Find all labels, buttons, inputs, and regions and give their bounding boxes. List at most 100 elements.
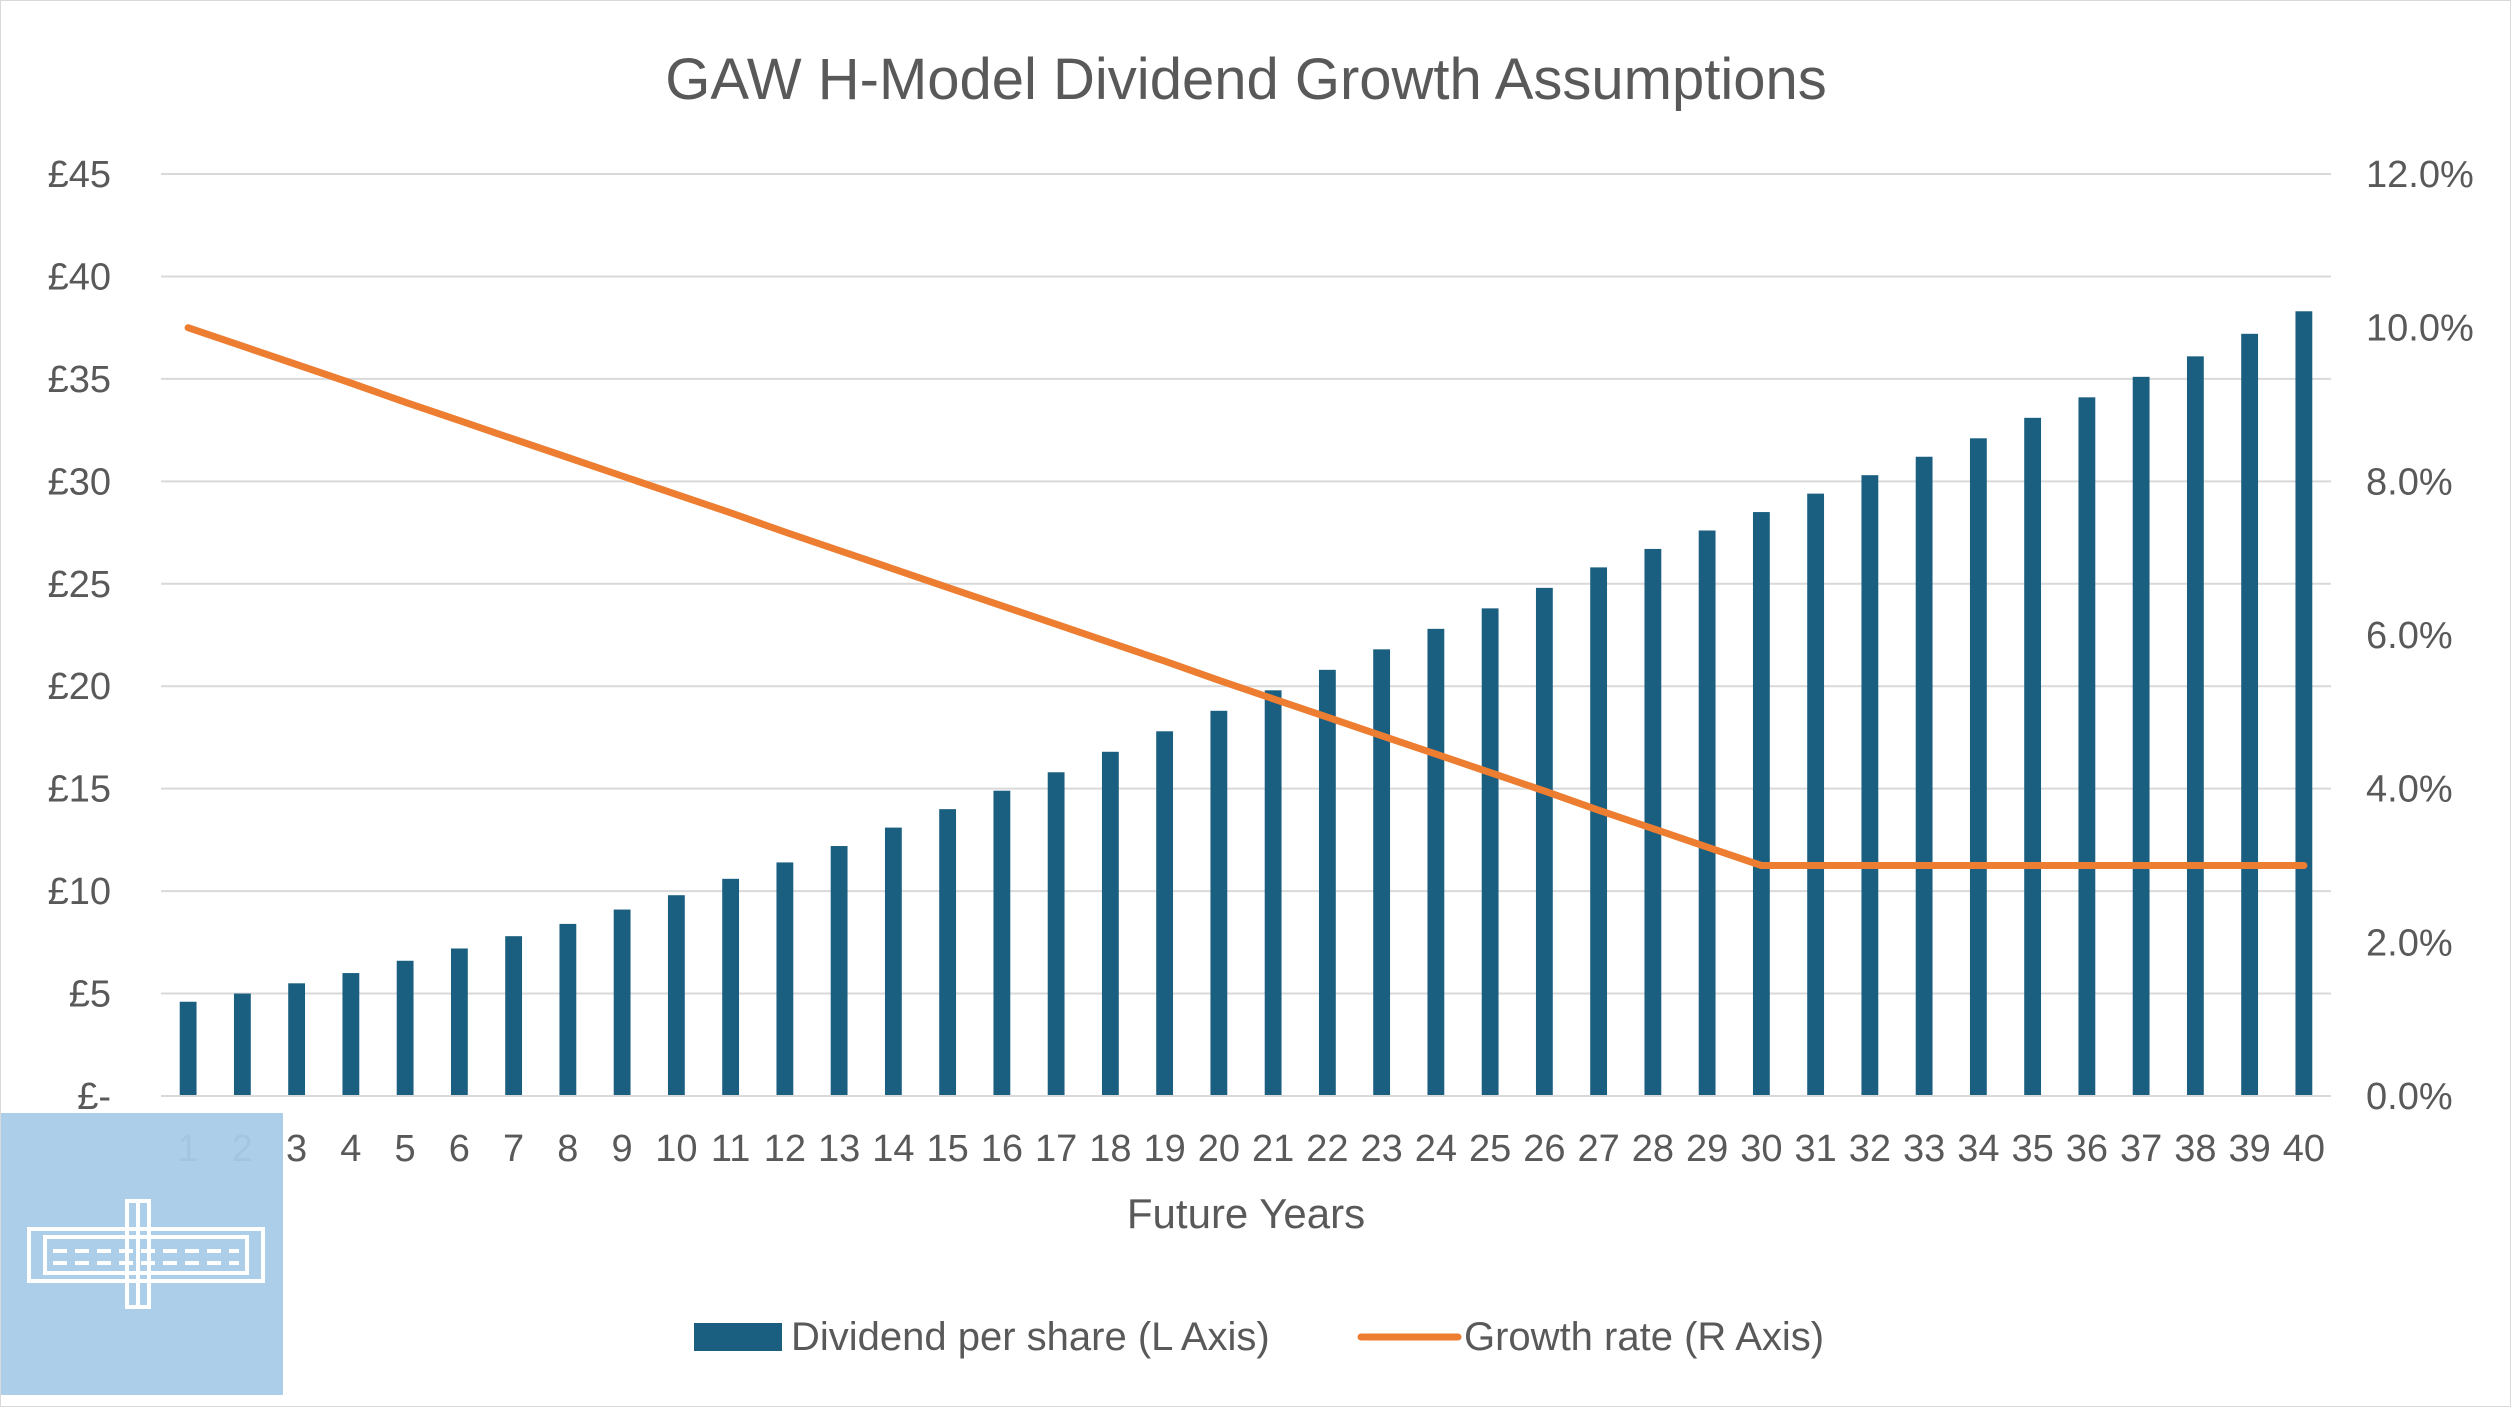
y2-tick-label: 4.0%: [2366, 769, 2453, 811]
x-tick-label: 26: [1523, 1128, 1565, 1170]
bar-dividend: [1535, 587, 1553, 1096]
bar-dividend: [1156, 731, 1174, 1096]
bar-dividend: [939, 809, 957, 1096]
x-tick-label: 21: [1252, 1128, 1294, 1170]
y2-tick-label: 8.0%: [2366, 461, 2453, 503]
y-tick-label: £20: [48, 666, 111, 708]
y-tick-label: £15: [48, 769, 111, 811]
x-tick-label: 36: [2066, 1128, 2108, 1170]
bar-dividend: [450, 948, 468, 1096]
x-tick-label: 13: [818, 1128, 860, 1170]
x-tick-label: 30: [1740, 1128, 1782, 1170]
x-tick-label: 9: [612, 1128, 633, 1170]
x-tick-label: 22: [1306, 1128, 1348, 1170]
bar-dividend: [1698, 530, 1716, 1096]
logo-background: [1, 1113, 283, 1395]
y-tick-label: £25: [48, 564, 111, 606]
bar-dividend: [233, 993, 251, 1096]
x-tick-label: 18: [1089, 1128, 1131, 1170]
bar-dividend: [288, 983, 306, 1096]
bar-dividend: [1752, 512, 1770, 1096]
x-tick-label: 12: [764, 1128, 806, 1170]
legend-label-dividend: Dividend per share (L Axis): [791, 1315, 1270, 1359]
x-tick-label: 25: [1469, 1128, 1511, 1170]
x-tick-label: 6: [449, 1128, 470, 1170]
bar-dividend: [2024, 417, 2042, 1097]
x-tick-label: 10: [655, 1128, 697, 1170]
bar-dividend: [1915, 456, 1933, 1096]
bar-dividend: [1101, 751, 1119, 1096]
y2-tick-label: 2.0%: [2366, 922, 2453, 964]
bar-dividend: [2132, 376, 2150, 1097]
bar-dividend: [884, 827, 902, 1096]
bar-dividend: [1590, 567, 1608, 1096]
x-tick-label: 15: [926, 1128, 968, 1170]
bar-dividend: [342, 973, 360, 1096]
y2-tick-label: 6.0%: [2366, 615, 2453, 657]
x-tick-label: 4: [340, 1128, 361, 1170]
y-tick-label: £5: [69, 974, 111, 1016]
x-axis-ticks: 1234567891011121314151617181920212223242…: [178, 1128, 2325, 1170]
bar-dividend: [1861, 475, 1879, 1097]
bar-dividend: [1318, 669, 1336, 1096]
x-tick-label: 24: [1415, 1128, 1457, 1170]
bar-dividend: [1427, 628, 1445, 1096]
x-tick-label: 27: [1577, 1128, 1619, 1170]
x-tick-label: 34: [1957, 1128, 1999, 1170]
bar-dividend: [1047, 772, 1065, 1096]
x-tick-label: 31: [1794, 1128, 1836, 1170]
x-axis-title: Future Years: [1127, 1190, 1365, 1237]
legend-item-growth[interactable]: Growth rate (R Axis): [1357, 1315, 1824, 1359]
growth-rate-line: [184, 324, 2308, 869]
bar-dividend: [1481, 608, 1499, 1096]
bar-dividend: [2241, 333, 2259, 1096]
x-tick-label: 33: [1903, 1128, 1945, 1170]
x-tick-label: 5: [395, 1128, 416, 1170]
y-tick-label: £40: [48, 256, 111, 298]
x-tick-label: 39: [2228, 1128, 2270, 1170]
x-tick-label: 3: [286, 1128, 307, 1170]
bar-dividend: [505, 936, 523, 1096]
legend-swatch-dividend: [694, 1323, 782, 1351]
y-tick-label: £30: [48, 461, 111, 503]
bar-dividend: [1264, 690, 1282, 1096]
x-tick-label: 28: [1632, 1128, 1674, 1170]
bar-dividend: [2186, 356, 2204, 1097]
y-axis-right-ticks: 0.0% 2.0% 4.0% 6.0% 8.0% 10.0% 12.0%: [2366, 154, 2474, 1118]
y-tick-label: £45: [48, 154, 111, 196]
bar-dividend: [1644, 548, 1662, 1096]
x-tick-label: 17: [1035, 1128, 1077, 1170]
bar-dividend: [993, 790, 1011, 1096]
bar-dividend: [179, 1001, 197, 1096]
y-tick-label: £10: [48, 871, 111, 913]
bar-dividend: [776, 862, 794, 1096]
x-tick-label: 38: [2174, 1128, 2216, 1170]
chart-title: GAW H-Model Dividend Growth Assumptions: [665, 47, 1826, 112]
bar-dividend: [1807, 493, 1825, 1096]
legend-item-dividend[interactable]: Dividend per share (L Axis): [694, 1315, 1270, 1359]
bar-dividend: [722, 878, 740, 1096]
bar-dividend: [559, 923, 577, 1096]
bar-dividend: [613, 909, 631, 1096]
logo: [1, 1113, 283, 1395]
x-tick-label: 14: [872, 1128, 914, 1170]
y2-tick-label: 0.0%: [2366, 1076, 2453, 1118]
bridge-icon: [27, 1199, 265, 1309]
bar-dividend: [1969, 438, 1987, 1097]
bar-dividend: [1373, 649, 1391, 1096]
legend: Dividend per share (L Axis) Growth rate …: [694, 1315, 1824, 1359]
x-tick-label: 11: [711, 1128, 750, 1170]
gridlines: [161, 173, 2331, 995]
y-tick-label: £-: [77, 1076, 111, 1118]
bar-dividend: [2295, 311, 2313, 1097]
x-tick-label: 16: [981, 1128, 1023, 1170]
x-tick-label: 19: [1143, 1128, 1185, 1170]
bar-dividend: [667, 895, 685, 1096]
bar-dividend: [396, 960, 414, 1096]
x-tick-label: 7: [503, 1128, 524, 1170]
y-axis-left-ticks: £- £5 £10 £15 £20 £25 £30 £35 £40 £45: [48, 154, 111, 1118]
y-tick-label: £35: [48, 359, 111, 401]
y2-tick-label: 10.0%: [2366, 308, 2474, 350]
